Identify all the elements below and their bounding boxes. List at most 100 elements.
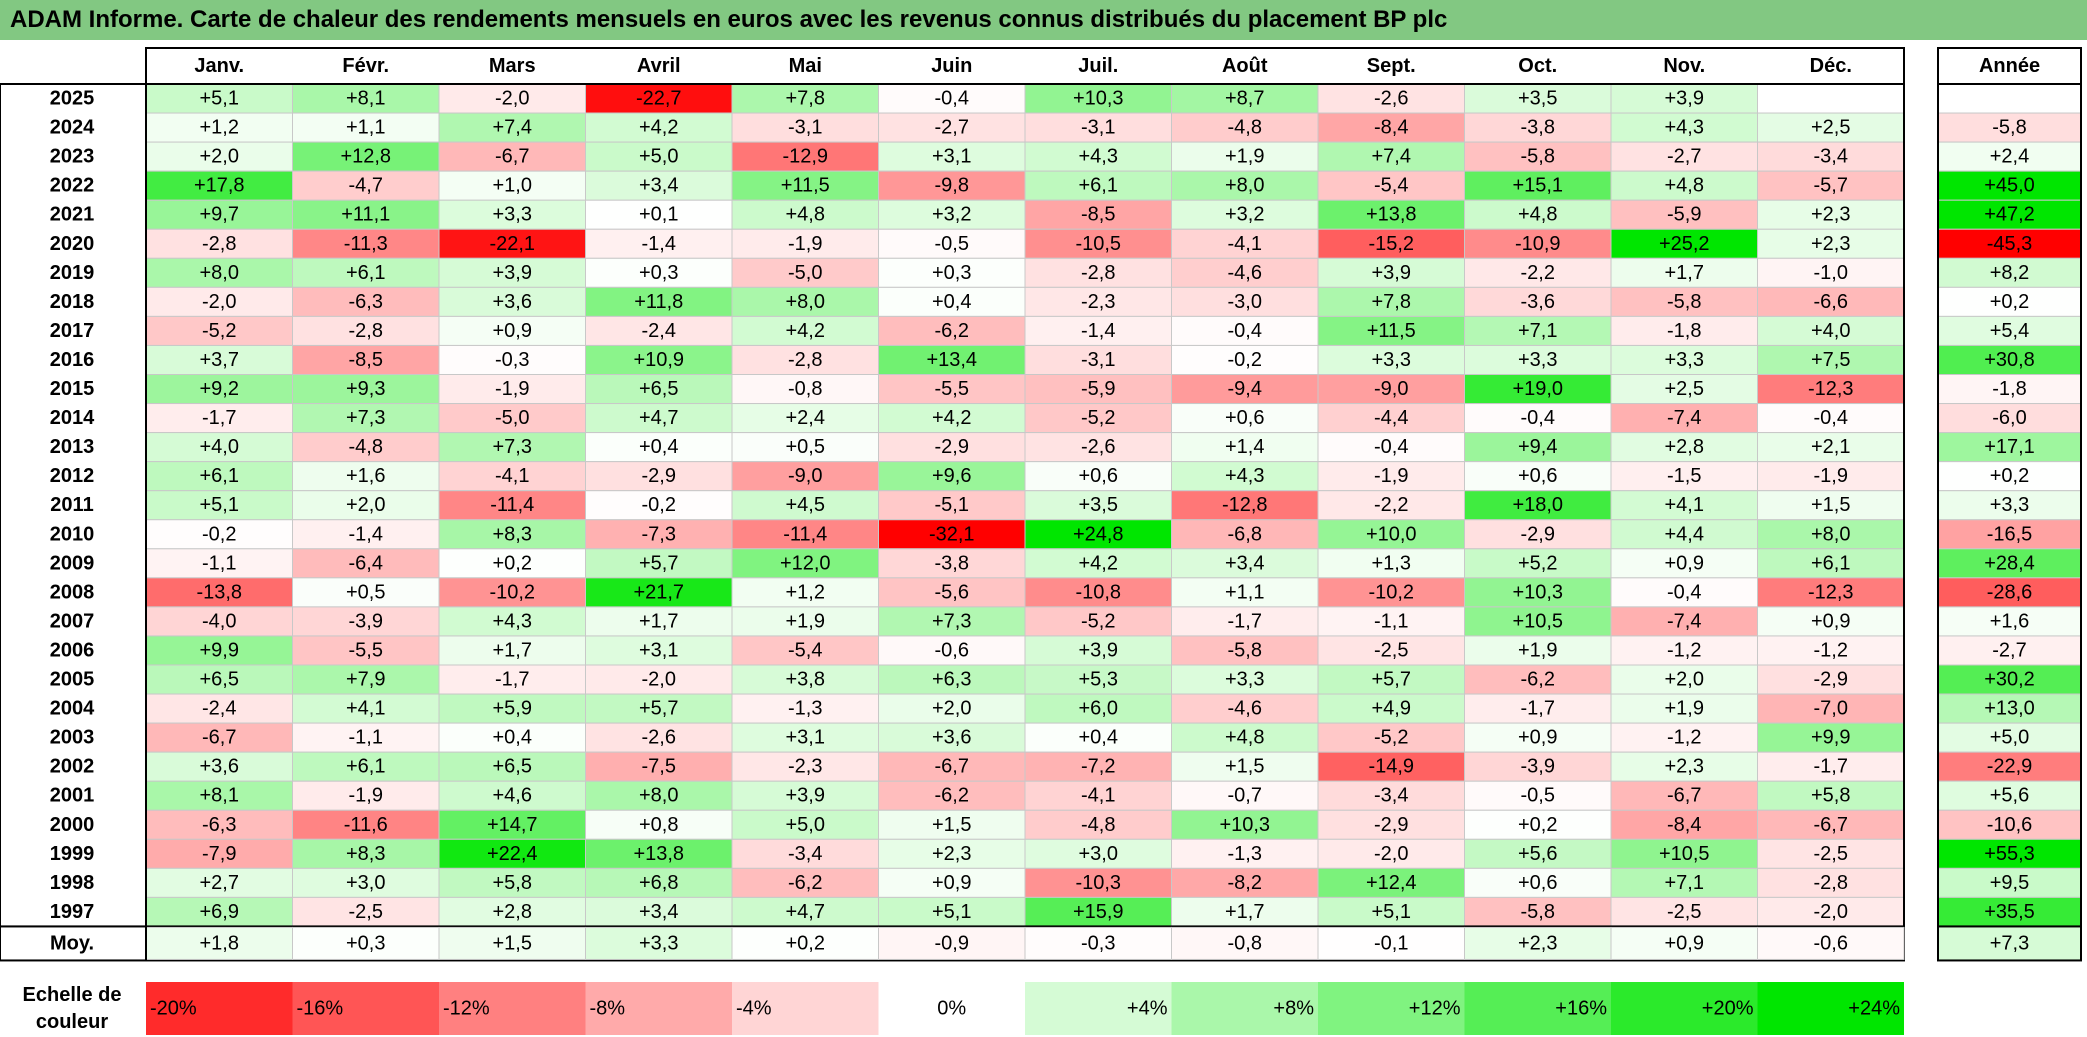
annual-value: -5,8 bbox=[1992, 117, 2026, 139]
cell-value: +0,5 bbox=[346, 581, 385, 603]
year-label: 2011 bbox=[50, 494, 93, 516]
heatmap-cell bbox=[1024, 606, 1172, 637]
cell-value: +1,5 bbox=[932, 814, 971, 836]
heatmap-cell bbox=[145, 374, 293, 405]
cell-value: -3,1 bbox=[1081, 117, 1115, 139]
heatmap-cell bbox=[292, 344, 440, 376]
cell-value: -5,0 bbox=[788, 262, 822, 284]
cell-value: -11,6 bbox=[344, 814, 388, 836]
scale-swatch bbox=[1318, 982, 1465, 1035]
heatmap-cell bbox=[438, 896, 586, 927]
cell-value: +2,1 bbox=[1811, 436, 1850, 458]
scale-swatch bbox=[146, 982, 293, 1035]
cell-value: -0,7 bbox=[1228, 785, 1262, 807]
year-label: 2014 bbox=[50, 407, 95, 429]
heatmap-cell bbox=[292, 722, 440, 753]
cell-value: -0,3 bbox=[495, 349, 529, 371]
heatmap-cell bbox=[1024, 344, 1172, 376]
scale-stop-label: -16% bbox=[297, 998, 344, 1020]
cell-value: -6,3 bbox=[349, 291, 383, 313]
cell-value: +11,1 bbox=[341, 204, 390, 226]
cell-value: +3,9 bbox=[1372, 262, 1411, 284]
heatmap-cell bbox=[1610, 751, 1758, 782]
heatmap-cell bbox=[1610, 228, 1758, 259]
cell-value: +4,5 bbox=[786, 494, 825, 516]
cell-value: +7,4 bbox=[493, 117, 532, 139]
heatmap-cell bbox=[1464, 403, 1612, 434]
cell-value: +12,4 bbox=[1366, 872, 1417, 894]
heatmap-cell bbox=[1757, 83, 1905, 114]
heatmap-cell bbox=[438, 577, 586, 608]
year-label: 2022 bbox=[50, 175, 95, 197]
cell-value: +2,5 bbox=[1665, 378, 1704, 400]
heatmap-cell bbox=[1757, 141, 1905, 172]
month-header: Août bbox=[1222, 55, 1268, 77]
cell-value: -0,6 bbox=[935, 639, 969, 661]
year-label: 2025 bbox=[50, 88, 95, 110]
heatmap-cell bbox=[438, 170, 586, 201]
average-annual-cell bbox=[1937, 925, 2082, 962]
cell-value: +1,3 bbox=[1372, 552, 1411, 574]
heatmap-cell bbox=[1317, 867, 1465, 898]
cell-value: -1,4 bbox=[349, 523, 383, 545]
month-header: Avril bbox=[637, 55, 681, 77]
annual-cell bbox=[1937, 461, 2082, 492]
heatmap-cell bbox=[438, 315, 586, 346]
cell-value: -6,2 bbox=[1521, 669, 1555, 691]
average-value: +1,8 bbox=[200, 932, 239, 954]
cell-value: +4,2 bbox=[1079, 552, 1118, 574]
cell-value: -1,1 bbox=[202, 552, 236, 574]
cell-value: -0,4 bbox=[1667, 581, 1701, 603]
cell-value: -4,8 bbox=[1228, 117, 1262, 139]
cell-value: +10,3 bbox=[1512, 581, 1563, 603]
heatmap-cell bbox=[292, 693, 440, 724]
cell-value: +10,3 bbox=[1073, 88, 1124, 110]
cell-value: +17,8 bbox=[194, 175, 245, 197]
scale-stop-label: +24% bbox=[1848, 998, 1900, 1020]
heatmap-cell bbox=[1317, 315, 1465, 346]
cell-value: -2,2 bbox=[1521, 262, 1555, 284]
cell-value: +2,5 bbox=[1811, 117, 1850, 139]
heatmap-cell bbox=[585, 403, 733, 434]
annual-value: +9,5 bbox=[1990, 872, 2029, 894]
cell-value: -3,4 bbox=[1374, 785, 1408, 807]
heatmap-cell bbox=[1610, 693, 1758, 724]
cell-value: +0,3 bbox=[932, 262, 971, 284]
cell-value: +0,9 bbox=[932, 872, 971, 894]
month-header: Mai bbox=[789, 55, 822, 77]
cell-value: -3,1 bbox=[788, 117, 822, 139]
cell-value: +1,2 bbox=[786, 581, 825, 603]
heatmap-cell bbox=[1757, 693, 1905, 724]
average-cell bbox=[1464, 926, 1612, 960]
cell-value: +1,6 bbox=[346, 465, 385, 487]
heatmap-cell bbox=[1610, 403, 1758, 434]
cell-value: +10,0 bbox=[1366, 523, 1417, 545]
cell-value: -6,7 bbox=[1667, 785, 1701, 807]
annual-value: +2,4 bbox=[1990, 146, 2029, 168]
heatmap-cell bbox=[1317, 83, 1465, 114]
cell-value: -2,6 bbox=[1081, 436, 1115, 458]
heatmap-cell bbox=[1464, 315, 1612, 346]
annual-value: -10,6 bbox=[1987, 814, 2033, 836]
cell-value: +5,1 bbox=[200, 494, 239, 516]
average-cell bbox=[292, 926, 440, 960]
average-cell bbox=[1171, 926, 1319, 960]
cell-value: +5,2 bbox=[1518, 552, 1557, 574]
annual-value: +47,2 bbox=[1984, 204, 2035, 226]
heatmap-cell bbox=[1024, 228, 1172, 259]
cell-value: -2,0 bbox=[495, 88, 529, 110]
heatmap-cell bbox=[878, 432, 1026, 463]
cell-value: +1,1 bbox=[1225, 581, 1264, 603]
cell-value: -2,2 bbox=[1374, 494, 1408, 516]
annual-value: -45,3 bbox=[1987, 233, 2033, 255]
cell-value: +4,3 bbox=[493, 610, 532, 632]
heatmap-cell bbox=[1317, 286, 1465, 317]
heatmap-cell bbox=[1464, 548, 1612, 579]
cell-value: -1,0 bbox=[1814, 262, 1848, 284]
heatmap-cell bbox=[1610, 780, 1758, 811]
cell-value: +3,1 bbox=[639, 639, 678, 661]
cell-value: -2,8 bbox=[349, 320, 383, 342]
cell-value: +5,7 bbox=[639, 552, 678, 574]
cell-value: +9,9 bbox=[1811, 727, 1850, 749]
heatmap-cell bbox=[1464, 693, 1612, 724]
